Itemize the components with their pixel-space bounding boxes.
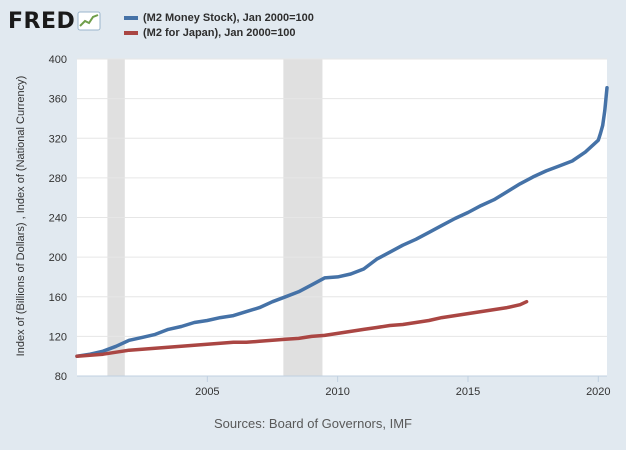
legend-item-m2-us[interactable]: (M2 Money Stock), Jan 2000=100	[124, 10, 314, 25]
x-tick-label: 2010	[325, 386, 349, 398]
series-lines	[75, 85, 609, 358]
x-tick-label: 2005	[195, 386, 219, 398]
x-tick-label: 2015	[456, 386, 480, 398]
legend-swatch-m2-us	[124, 15, 138, 20]
y-tick-label: 80	[55, 371, 67, 383]
source-note: Sources: Board of Governors, IMF	[214, 416, 412, 431]
gridlines	[77, 58, 607, 377]
y-tick-label: 400	[49, 54, 67, 66]
series-line-m2-us[interactable]	[75, 85, 609, 358]
y-tick-label: 240	[49, 213, 67, 225]
y-tick-label: 280	[49, 173, 67, 185]
x-axis-ticks: 2005 2010 2015 2020	[77, 375, 611, 398]
y-axis-label: Index of (Billions of Dollars) , Index o…	[15, 76, 27, 357]
legend-label-m2-us: (M2 Money Stock), Jan 2000=100	[143, 11, 314, 24]
fred-logo-text: FRED	[8, 8, 76, 34]
legend-swatch-m2-japan	[124, 30, 138, 35]
y-tick-label: 360	[49, 94, 67, 106]
x-tick-label: 2020	[586, 386, 610, 398]
series-line-m2-japan[interactable]	[75, 299, 529, 358]
y-axis-ticks: 80 120 160 200 240 280 320 360 400	[49, 54, 67, 383]
legend-label-m2-japan: (M2 for Japan), Jan 2000=100	[143, 26, 296, 39]
fred-chart-icon	[77, 11, 101, 31]
y-tick-label: 160	[49, 292, 67, 304]
y-tick-label: 200	[49, 252, 67, 264]
chart-legend: (M2 Money Stock), Jan 2000=100 (M2 for J…	[124, 10, 314, 40]
y-tick-label: 320	[49, 133, 67, 145]
y-tick-label: 120	[49, 331, 67, 343]
fred-logo[interactable]: FRED	[8, 6, 101, 36]
legend-item-m2-japan[interactable]: (M2 for Japan), Jan 2000=100	[124, 25, 314, 40]
